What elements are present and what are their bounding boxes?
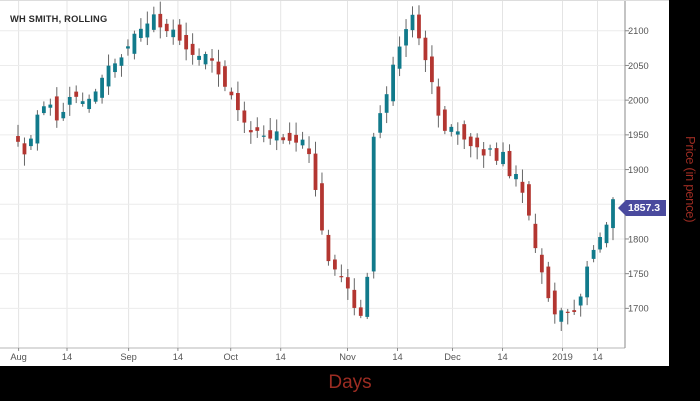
svg-text:Dec: Dec	[444, 352, 461, 362]
svg-text:1950: 1950	[628, 130, 649, 140]
svg-text:14: 14	[592, 352, 602, 362]
svg-text:Sep: Sep	[120, 352, 137, 362]
svg-text:2019: 2019	[552, 352, 573, 362]
svg-text:14: 14	[497, 352, 507, 362]
svg-text:14: 14	[276, 352, 286, 362]
svg-text:1750: 1750	[628, 269, 649, 279]
svg-text:2000: 2000	[628, 95, 649, 105]
svg-text:Oct: Oct	[223, 352, 238, 362]
svg-text:1700: 1700	[628, 304, 649, 314]
svg-text:14: 14	[62, 352, 72, 362]
svg-text:Nov: Nov	[339, 352, 356, 362]
svg-text:14: 14	[173, 352, 183, 362]
svg-text:2100: 2100	[628, 26, 649, 36]
svg-text:14: 14	[392, 352, 402, 362]
svg-text:1800: 1800	[628, 234, 649, 244]
svg-text:2050: 2050	[628, 61, 649, 71]
svg-text:1900: 1900	[628, 165, 649, 175]
svg-text:Aug: Aug	[10, 352, 27, 362]
